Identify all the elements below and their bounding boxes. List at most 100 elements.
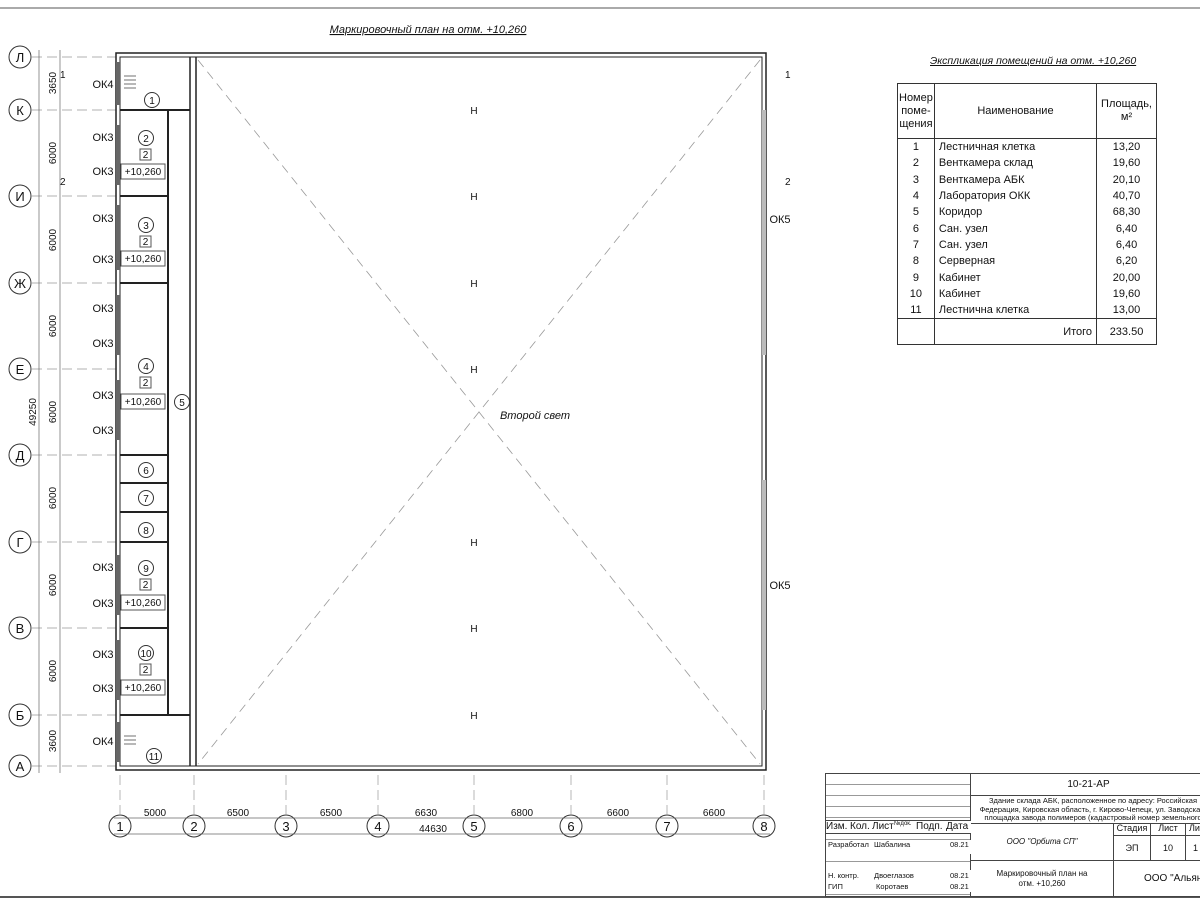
dimension-label: 5000	[144, 808, 167, 819]
axis-label: 8	[760, 819, 767, 834]
axis-label: К	[16, 103, 24, 118]
dimension-label: 6000	[48, 400, 59, 423]
room-number: 11	[149, 752, 160, 763]
table-row: 6 Сан. узел 6,40	[897, 220, 1157, 237]
section-marks: 1 1 2 2	[60, 70, 791, 188]
axis-label: 1	[116, 819, 123, 834]
col-date: Дата	[946, 821, 969, 832]
header-name: Наименование	[933, 83, 1098, 139]
room-area-cell: 19,60	[1096, 155, 1157, 172]
window-label: ОК3	[92, 132, 113, 144]
room-name-cell: Лестнична клетка	[933, 301, 1098, 319]
divider	[971, 823, 1200, 824]
date: 08.21	[950, 882, 969, 891]
dimension-label: 3600	[48, 729, 59, 752]
date: 08.21	[950, 840, 969, 849]
dimension-label: 6800	[511, 808, 534, 819]
room-number-cell: 10	[897, 285, 935, 302]
room-number-cell: 7	[897, 236, 935, 254]
axis-label: Ж	[14, 276, 26, 291]
sheets-label: Листов	[1186, 823, 1200, 836]
window-label: ОК3	[92, 598, 113, 610]
stage-label: Стадия	[1114, 823, 1151, 836]
room-area-cell: 19,60	[1096, 285, 1157, 302]
room-number: 1	[149, 96, 155, 107]
axis-label: Д	[16, 448, 25, 463]
room-type-boxes	[120, 148, 166, 696]
axis-letter-bubbles	[8, 45, 32, 778]
dimension-label: 6000	[48, 573, 59, 596]
dimension-label: 6000	[48, 228, 59, 251]
window-label: ОК3	[92, 213, 113, 225]
level-mark: +10,260	[125, 167, 162, 178]
room-number: 9	[143, 564, 149, 575]
window-label: ОК3	[92, 683, 113, 695]
title-block: Изм. Кол. Лист №док. Подп. Дата Разработ…	[825, 773, 1200, 897]
second-light-diagonals	[197, 59, 761, 765]
header-number: Номер поме-щения	[897, 83, 935, 139]
stage-value: ЭП	[1114, 836, 1151, 861]
axis-label: 2	[190, 819, 197, 834]
col-doc: №док.	[894, 821, 912, 827]
dimension-label: 6500	[227, 808, 250, 819]
svg-text:H: H	[470, 624, 477, 635]
axis-label: Г	[16, 535, 23, 550]
table-row: 1 Лестничная клетка 13,20	[897, 138, 1157, 156]
room-number-cell: 8	[897, 253, 935, 270]
window-label: ОК3	[92, 649, 113, 661]
name: Двоеглазов	[874, 871, 914, 880]
window-label: ОК3	[92, 303, 113, 315]
window-label: ОК4	[92, 79, 113, 91]
room-name-cell: Сан. узел	[933, 236, 1098, 254]
axis-label: Л	[16, 50, 25, 65]
room-area-cell: 6,40	[1096, 236, 1157, 254]
axis-label: В	[16, 621, 25, 636]
table-row: 9 Кабинет 20,00	[897, 269, 1157, 286]
window-label: ОК3	[92, 166, 113, 178]
revision-header: Изм. Кол. Лист №док. Подп. Дата	[826, 820, 971, 834]
room-numbers: 1 2 3 4 6 7 8 9 10 11 5	[140, 96, 185, 763]
dimension-label: 6000	[48, 314, 59, 337]
explication-title: Экспликация помещений на отм. +10,260	[930, 55, 1137, 67]
level-mark: +10,260	[125, 397, 162, 408]
axis-label: 7	[663, 819, 670, 834]
axis-numbers: 1 2 3 4 5 6 7 8	[116, 819, 767, 834]
room-name-cell: Серверная	[933, 253, 1098, 270]
horizontal-dimension-lines	[114, 817, 770, 835]
svg-text:H: H	[470, 192, 477, 203]
room-number-cell: 2	[897, 155, 935, 172]
room-type-tag: 2	[143, 665, 149, 676]
total-label: Итого	[933, 318, 1098, 346]
dimension-label: 6000	[48, 141, 59, 164]
room-area-cell: 13,20	[1096, 138, 1157, 156]
name: Шабалина	[874, 840, 911, 849]
table-row: 7 Сан. узел 6,40	[897, 236, 1157, 254]
date: 08.21	[950, 871, 969, 880]
vertical-dimensions: 3650 6000 6000 6000 6000 6000 6000 6000 …	[28, 71, 59, 752]
role: ГИП	[828, 882, 843, 891]
header-area: Площадь, м²	[1096, 83, 1157, 139]
col-list: Лист	[872, 821, 894, 832]
room-name-cell: Кабинет	[933, 269, 1098, 286]
table-row: 8 Серверная 6,20	[897, 253, 1157, 270]
dimension-label: 6500	[320, 808, 343, 819]
axis-label: И	[15, 189, 24, 204]
sheet-title: Маркировочный план на отм. +10,260	[971, 861, 1114, 896]
company-name: ООО "Орбита СП"	[971, 823, 1114, 861]
project-address: Здание склада АБК, расположенное по адре…	[979, 797, 1200, 823]
dimension-label: 6600	[607, 808, 630, 819]
second-light-label: Второй свет	[500, 410, 570, 422]
table-row: 5 Коридор 68,30	[897, 204, 1157, 221]
room-number-cell: 5	[897, 204, 935, 221]
svg-text:H: H	[470, 279, 477, 290]
dimension-label: 6000	[48, 486, 59, 509]
axis-label: 4	[374, 819, 381, 834]
dimension-label: 6000	[48, 659, 59, 682]
vertical-dimension-lines	[38, 50, 61, 773]
window-label: ОК3	[92, 338, 113, 350]
level-mark: +10,260	[125, 598, 162, 609]
room-number-cell: 1	[897, 138, 935, 156]
window-label: ОК3	[92, 254, 113, 266]
room-number: 2	[143, 134, 149, 145]
